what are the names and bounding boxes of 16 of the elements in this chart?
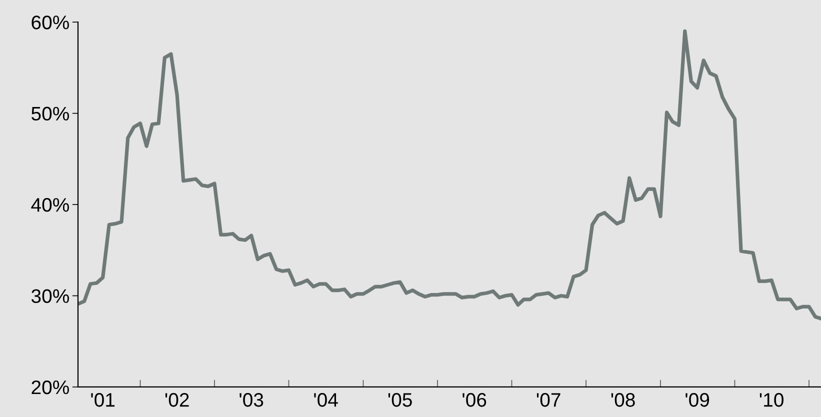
x-tick-label: '03	[240, 393, 264, 407]
x-tick-label: '08	[611, 393, 635, 407]
x-tick-label: '01	[91, 393, 115, 407]
y-tick-label: 60%	[32, 16, 69, 30]
x-tick-label: '02	[165, 393, 189, 407]
x-tick-label: '04	[314, 393, 338, 407]
line-series	[78, 29, 821, 320]
x-tick-label: '05	[388, 393, 412, 407]
x-tick-label: '06	[462, 393, 486, 407]
x-tick-label: '10	[760, 393, 784, 407]
y-tick-label: 50%	[32, 106, 69, 121]
x-tick-label: '07	[536, 393, 560, 407]
x-tick-label: '09	[686, 393, 710, 407]
y-tick-label: 40%	[31, 198, 69, 212]
y-tick-label: 30%	[31, 289, 69, 303]
y-tick-label: 20%	[32, 380, 69, 394]
